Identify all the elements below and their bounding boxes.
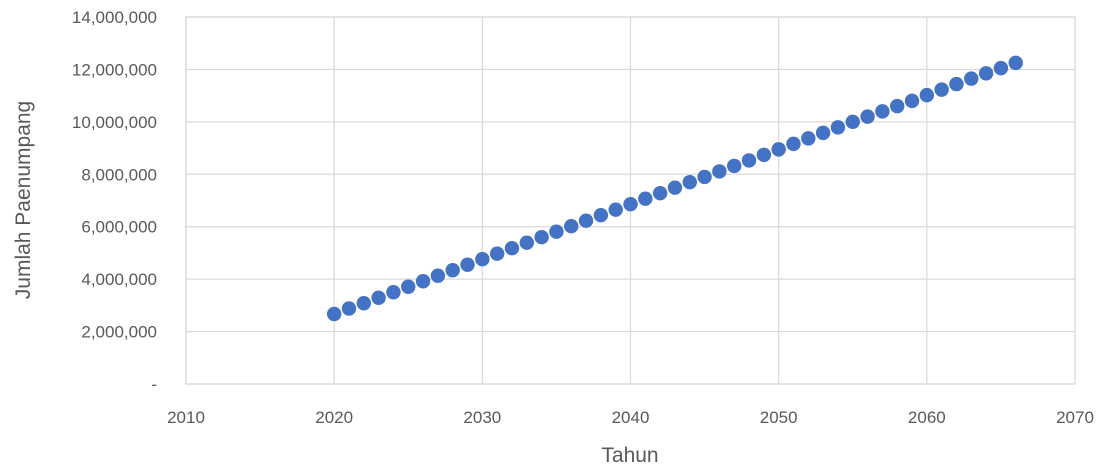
data-point	[830, 120, 846, 135]
data-point	[475, 252, 490, 267]
data-point	[978, 66, 994, 81]
data-point	[519, 235, 534, 250]
data-point	[875, 104, 890, 119]
y-tick-label: 8,000,000	[81, 165, 157, 184]
y-axis-title: Jumlah Paenumpang	[12, 101, 35, 299]
data-point	[697, 169, 712, 185]
data-point	[949, 76, 964, 92]
data-point	[904, 93, 920, 109]
x-tick-label: 2060	[908, 408, 946, 427]
data-point	[845, 114, 860, 130]
data-point	[964, 71, 979, 86]
data-point	[504, 241, 520, 256]
data-point	[652, 185, 668, 201]
data-point	[890, 98, 905, 114]
data-point	[430, 268, 446, 283]
y-tick-label: 2,000,000	[81, 323, 157, 342]
x-tick-label: 2070	[1056, 408, 1094, 427]
data-point	[801, 131, 816, 146]
data-point	[712, 164, 727, 179]
data-point	[386, 285, 401, 300]
x-tick-label: 2020	[315, 408, 353, 427]
data-point	[934, 82, 949, 97]
plot-area-frame	[185, 16, 1076, 385]
data-point	[356, 296, 371, 311]
data-point	[489, 246, 505, 261]
data-point	[608, 202, 623, 217]
data-points	[326, 55, 1023, 322]
y-tick-label: 14,000,000	[72, 8, 157, 27]
data-point	[682, 174, 697, 190]
data-point	[667, 180, 683, 195]
data-point	[1008, 55, 1023, 71]
data-point	[756, 147, 772, 163]
data-point	[578, 213, 594, 228]
y-tick-label: 6,000,000	[81, 218, 157, 237]
data-point	[326, 306, 342, 322]
y-tick-label: -	[151, 375, 157, 394]
data-point	[371, 290, 386, 305]
data-point	[623, 196, 638, 212]
y-tick-label: 10,000,000	[72, 113, 157, 132]
data-point	[741, 153, 757, 168]
x-tick-label: 2010	[167, 408, 205, 427]
data-point	[341, 301, 357, 316]
y-axis-tick-labels: - 2,000,000 4,000,000 6,000,000 8,000,000 10,…	[72, 8, 157, 394]
data-point	[993, 60, 1009, 76]
data-point	[415, 274, 431, 289]
data-point	[445, 263, 460, 278]
data-point	[727, 158, 742, 174]
grid-layer	[185, 16, 1076, 385]
x-tick-label: 2030	[463, 408, 501, 427]
x-axis-tick-labels: 2010 2020 2030 2040 2050 2060 2070	[167, 408, 1094, 427]
data-point	[786, 136, 801, 152]
x-tick-label: 2050	[760, 408, 798, 427]
data-point	[564, 218, 579, 234]
data-point	[771, 142, 786, 157]
data-point	[460, 257, 475, 272]
data-point	[919, 87, 935, 103]
data-point	[638, 191, 653, 206]
data-point	[593, 207, 609, 223]
data-point	[549, 224, 564, 239]
data-point	[860, 109, 875, 124]
y-tick-label: 4,000,000	[81, 270, 157, 289]
data-point	[815, 125, 831, 141]
x-axis-title: Tahun	[601, 444, 658, 467]
data-point	[401, 279, 416, 294]
y-tick-label: 12,000,000	[72, 60, 157, 79]
data-point	[534, 230, 549, 245]
x-tick-label: 2040	[612, 408, 650, 427]
